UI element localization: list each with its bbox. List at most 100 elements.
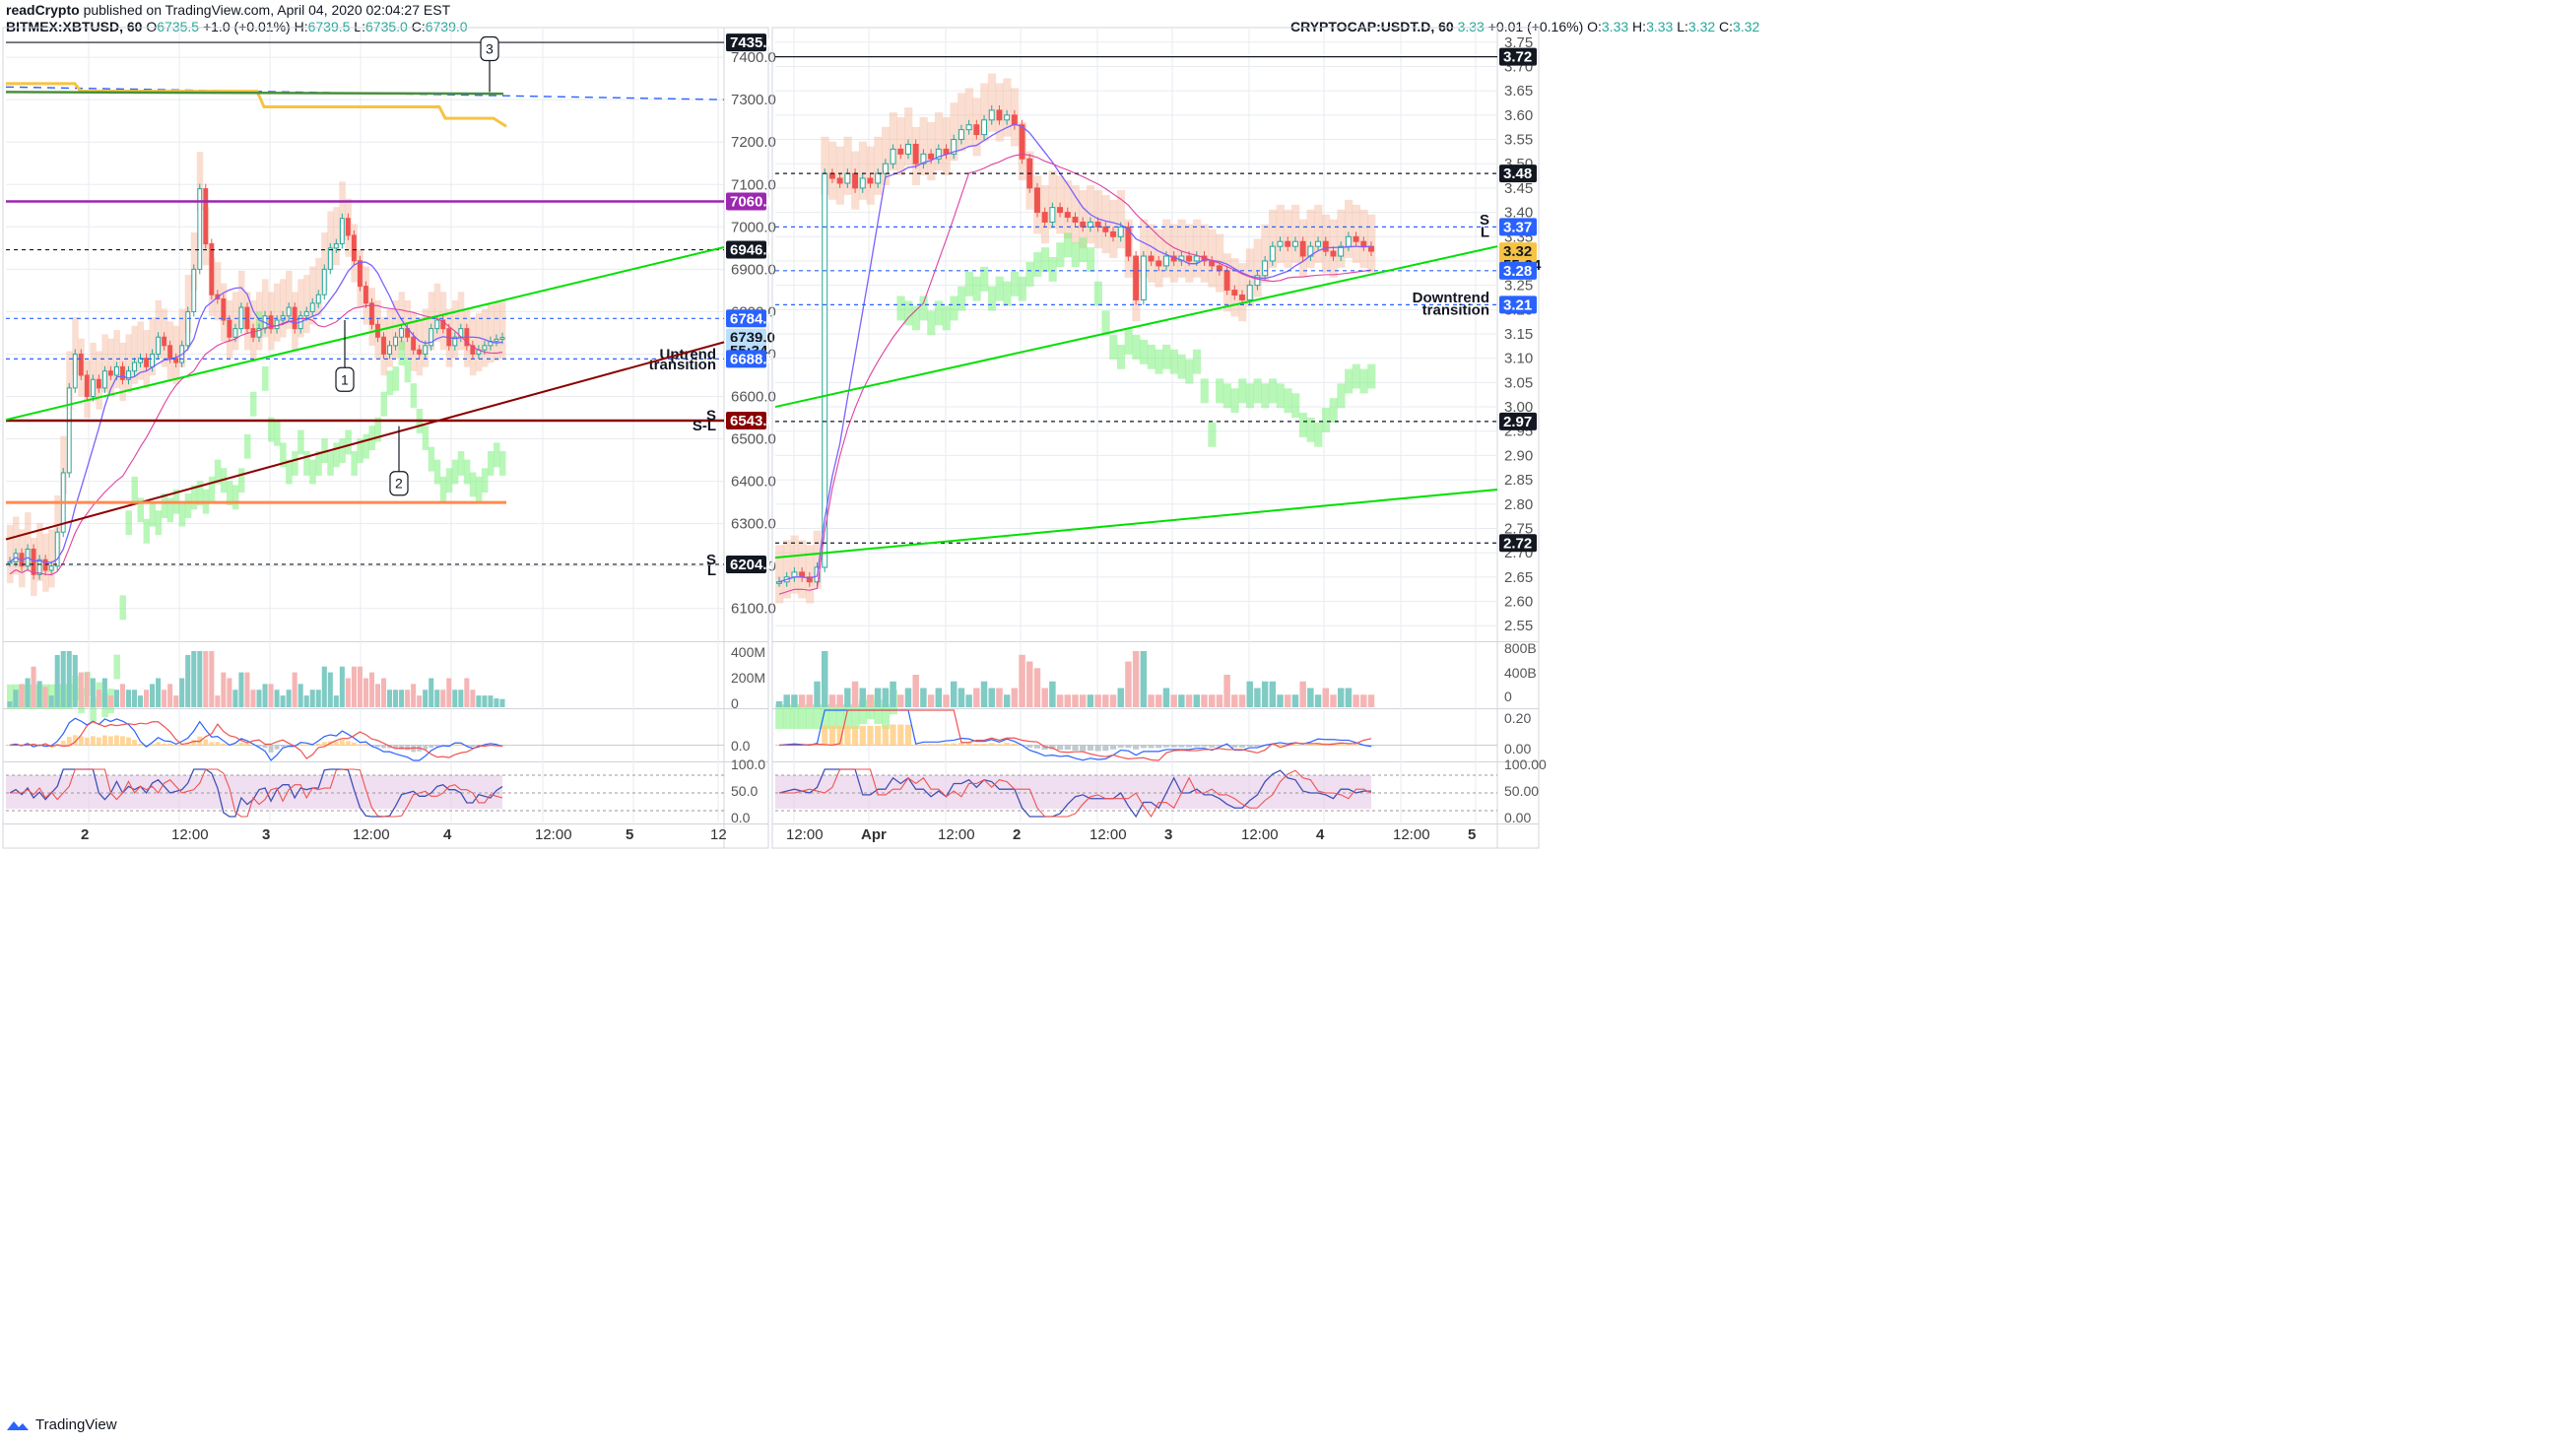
volume-bar	[1353, 694, 1359, 707]
ichimoku-cloud-segment	[958, 93, 966, 152]
candle-body	[1133, 255, 1140, 300]
right-symbol-info: CRYPTOCAP:USDT.D, 60 3.33 +0.01 (+0.16%)…	[1290, 19, 1760, 34]
ichimoku-cloud-green-segment	[927, 310, 936, 336]
candle-body	[286, 306, 292, 317]
macd-histogram-bar	[890, 724, 896, 746]
volume-bar	[844, 688, 851, 707]
ichimoku-cloud-green-segment	[315, 451, 322, 476]
candle-body	[1087, 221, 1093, 228]
ichimoku-cloud-segment	[13, 516, 20, 575]
volume-bar	[113, 690, 119, 707]
ichimoku-cloud-green-segment	[1268, 378, 1278, 404]
candle-body	[274, 319, 280, 330]
candle-body	[859, 177, 866, 189]
macd-histogram-bar	[90, 736, 96, 746]
ichimoku-cloud-green-segment	[428, 446, 435, 472]
candle-body	[1148, 255, 1155, 262]
macd-histogram-bar	[321, 742, 327, 746]
candle-body	[1034, 187, 1040, 214]
publisher-header: readCrypto published on TradingView.com,…	[6, 2, 450, 18]
ichimoku-cloud-segment	[36, 522, 43, 581]
macd-histogram-bar	[1209, 745, 1216, 748]
volume-bar	[1238, 694, 1246, 707]
macd-tick-label: 0.00	[1504, 741, 1531, 756]
ichimoku-cloud-segment	[782, 540, 792, 599]
candle-body	[78, 353, 84, 376]
ichimoku-cloud-green-segment	[1033, 252, 1042, 277]
volume-bar	[1360, 694, 1367, 707]
ichimoku-cloud-green-segment	[1101, 310, 1110, 336]
ichimoku-cloud-segment	[66, 351, 73, 410]
candle-body	[197, 188, 203, 270]
macd-histogram-bar	[1064, 745, 1071, 751]
right-close: 3.32	[1733, 19, 1760, 34]
volume-bar	[1011, 688, 1019, 707]
macd-histogram-bar	[309, 745, 315, 746]
candle-body	[351, 234, 357, 262]
ichimoku-cloud-green-segment	[1147, 344, 1156, 369]
ichimoku-cloud-green-segment	[321, 438, 328, 463]
volume-bar	[1041, 688, 1048, 707]
ichimoku-cloud-segment	[196, 152, 204, 211]
price-label: 3.72	[1503, 49, 1532, 66]
price-label: 3.28	[1503, 263, 1532, 280]
candle-body	[1049, 207, 1056, 223]
volume-bar	[1140, 651, 1148, 707]
volume-bar	[315, 690, 321, 707]
ichimoku-cloud-green-segment	[184, 493, 192, 518]
candle-body	[327, 247, 333, 270]
price-label-box	[1499, 242, 1537, 261]
macd-histogram-bar	[1072, 745, 1079, 751]
price-tick-label: 3.60	[1504, 107, 1533, 124]
ichimoku-cloud-segment	[386, 308, 394, 367]
volume-bar	[1246, 681, 1253, 707]
rsi-tick-label: 0.0	[731, 810, 751, 825]
volume-bar	[1049, 681, 1056, 707]
volume-bar	[1193, 694, 1201, 707]
candle-body	[1216, 265, 1222, 272]
macd-histogram-bar	[138, 744, 143, 746]
ichimoku-cloud-green-segment	[351, 451, 358, 476]
volume-bar	[1003, 694, 1011, 707]
candle-body	[387, 345, 392, 355]
candle-body	[928, 153, 935, 160]
volume-tick-label: 800B	[1504, 640, 1537, 656]
macd-tick-label: 0.0	[731, 738, 751, 754]
volume-bar	[874, 688, 882, 707]
candle-body	[897, 148, 904, 155]
candle-body	[399, 328, 405, 338]
price-label: 6784.0	[730, 310, 775, 327]
ichimoku-cloud-green-segment	[1155, 349, 1163, 374]
time-tick-label: 12:00	[171, 826, 209, 843]
support-trend-line	[5, 341, 725, 541]
candle-body	[1353, 235, 1359, 242]
candle-body	[434, 319, 440, 330]
volume-bar	[973, 688, 980, 707]
candle-body	[417, 349, 423, 355]
lower-trend-line	[774, 488, 1498, 559]
ichimoku-cloud-green-segment	[439, 476, 447, 501]
macd-histogram-bar	[1011, 744, 1018, 746]
macd-histogram-bar	[297, 744, 303, 746]
volume-bar	[1367, 694, 1375, 707]
candle-body	[973, 124, 980, 136]
price-tick-label: 7400.0	[731, 49, 776, 66]
rsi-tick-label: 100.0	[731, 756, 765, 772]
volume-bar	[1307, 688, 1314, 707]
candle-body	[309, 302, 315, 312]
callout-number: 1	[341, 371, 349, 387]
price-tick-label: 2.90	[1504, 447, 1533, 464]
candle-body	[162, 336, 167, 347]
ichimoku-cloud-segment	[422, 308, 429, 367]
candle-body	[423, 345, 429, 355]
macd-histogram-bar	[470, 745, 476, 748]
macd-histogram-bar	[1094, 745, 1101, 752]
price-tick-label: 6900.0	[731, 261, 776, 278]
ichimoku-cloud-green-segment	[404, 358, 412, 383]
ichimoku-cloud-green-segment	[268, 417, 275, 442]
ichimoku-cloud-segment	[1261, 224, 1270, 283]
macd-histogram-bar	[928, 744, 935, 746]
right-symbol-name: CRYPTOCAP:USDT.D, 60	[1290, 19, 1454, 34]
annotation-text: Uptrend	[660, 346, 717, 362]
